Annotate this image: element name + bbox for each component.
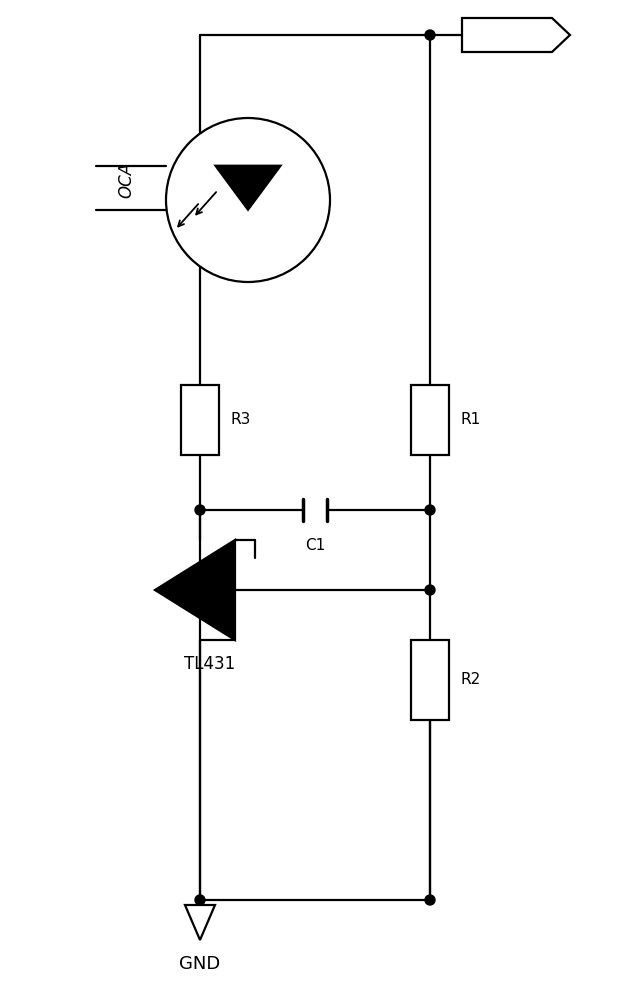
Polygon shape xyxy=(462,18,570,52)
Circle shape xyxy=(166,118,330,282)
FancyBboxPatch shape xyxy=(411,640,449,720)
Text: R1: R1 xyxy=(461,412,481,428)
Circle shape xyxy=(195,895,205,905)
FancyBboxPatch shape xyxy=(181,385,219,455)
FancyBboxPatch shape xyxy=(411,385,449,455)
Text: TL431: TL431 xyxy=(184,655,235,673)
Polygon shape xyxy=(185,905,215,940)
Polygon shape xyxy=(216,166,281,210)
Text: GND: GND xyxy=(179,955,221,973)
Text: OCA: OCA xyxy=(117,162,135,198)
Circle shape xyxy=(425,505,435,515)
Text: R2: R2 xyxy=(461,673,481,688)
Polygon shape xyxy=(155,540,235,640)
Text: +Vo: +Vo xyxy=(489,26,526,44)
Text: C1: C1 xyxy=(305,538,325,553)
Circle shape xyxy=(425,895,435,905)
Circle shape xyxy=(425,585,435,595)
Text: R3: R3 xyxy=(231,412,251,428)
Circle shape xyxy=(195,505,205,515)
Circle shape xyxy=(425,30,435,40)
